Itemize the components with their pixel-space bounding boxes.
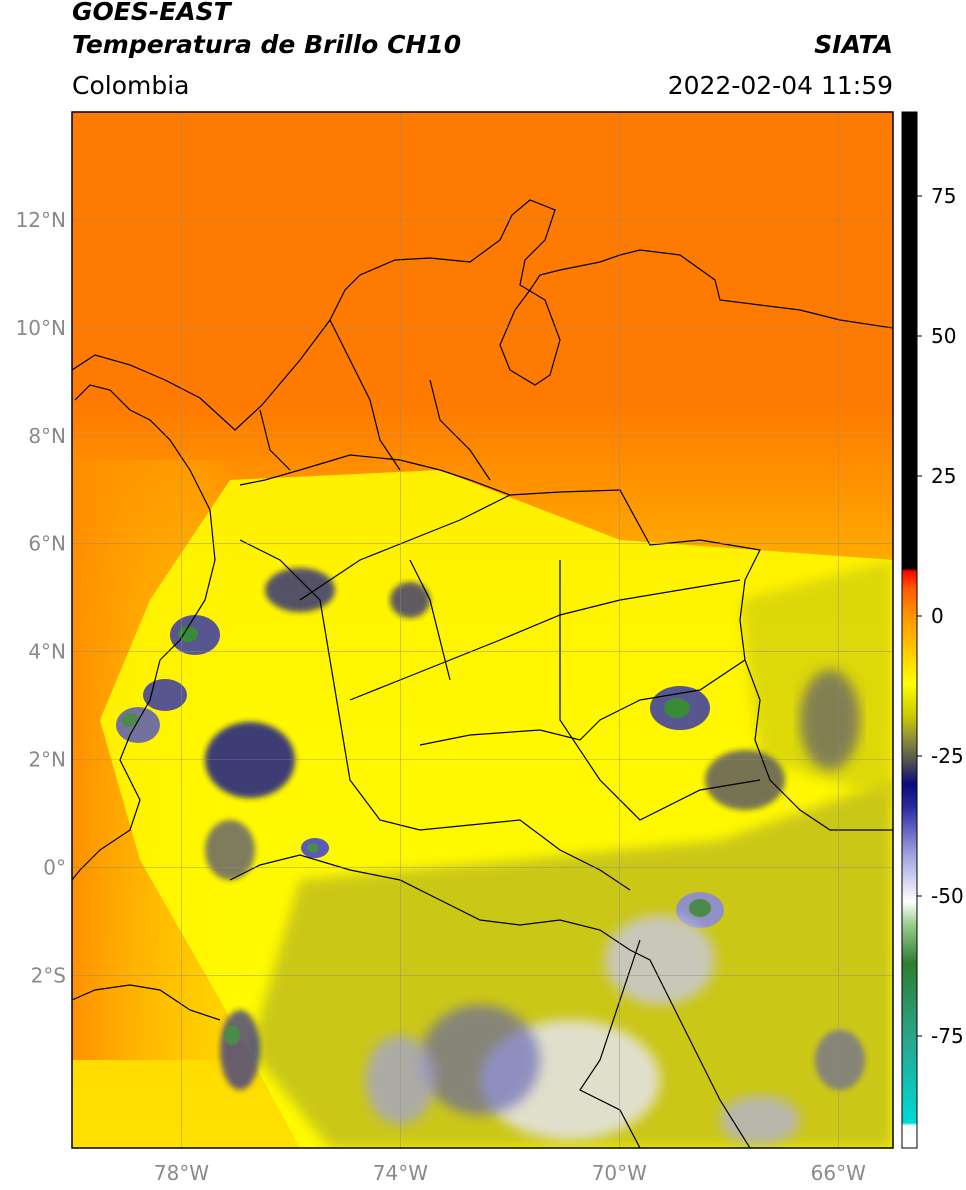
colorbar-tick-label: 50 (931, 324, 956, 348)
lat-tick-label: 0° (43, 855, 66, 879)
cloud-cluster (116, 707, 160, 743)
colorbar-tick-label: 0 (931, 604, 944, 628)
cloud-cluster (705, 750, 785, 810)
cloud-cluster (815, 1030, 865, 1090)
colorbar-tick-label: -50 (931, 884, 964, 908)
cloud-core (307, 843, 319, 853)
department-border (259, 409, 291, 471)
cloud-cluster (265, 568, 335, 612)
map-frame (71, 111, 894, 1149)
department-border (429, 379, 491, 481)
colorbar-ticks: 75 50 25 0 -25 -50 -75 (917, 184, 964, 1048)
cloud-cluster (390, 582, 430, 618)
cloud-cluster (365, 1035, 435, 1125)
lon-tick-label: 70°W (592, 1161, 647, 1185)
colorbar-tick-label: 75 (931, 184, 956, 208)
peru-border (229, 854, 751, 1148)
lon-tick-label: 74°W (373, 1161, 428, 1185)
pacific-coastline (72, 384, 216, 881)
lat-tick-label: 12°N (16, 208, 66, 232)
department-border (419, 659, 746, 746)
lat-tick-label: 2°S (31, 963, 66, 987)
cloud-cluster (220, 1010, 260, 1090)
brand-label: SIATA (814, 30, 893, 59)
map-area (72, 112, 893, 1148)
latitude-ticks: 12°N 10°N 8°N 6°N 4°N 2°N 0° 2°S (16, 208, 66, 987)
title-line-2: Temperatura de Brillo CH10 (72, 30, 462, 59)
lat-tick-label: 6°N (28, 532, 66, 556)
cloud-cluster (205, 722, 295, 798)
colorbar-tick-label: -75 (931, 1024, 964, 1048)
colorbar-tick-label: 25 (931, 464, 956, 488)
timestamp-label: 2022-02-04 11:59 (667, 71, 893, 100)
cloud-core (178, 626, 198, 642)
title-line-1: GOES-EAST (72, 0, 231, 26)
caribbean-coastline (72, 199, 893, 431)
venezuela-border (239, 454, 893, 831)
lon-tick-label: 66°W (811, 1161, 866, 1185)
department-border (299, 494, 511, 601)
cloud-core (122, 713, 138, 727)
department-border (559, 560, 761, 821)
cloud-core (664, 698, 690, 718)
lat-tick-label: 2°N (28, 748, 66, 772)
cloud-cluster (800, 670, 860, 770)
cloud-cluster (205, 820, 255, 880)
department-border (329, 319, 401, 471)
lat-tick-label: 10°N (16, 316, 66, 340)
colorbar-tick-label: -25 (931, 744, 964, 768)
ecuador-coast (72, 984, 221, 1021)
cloud-cluster (143, 679, 187, 711)
coastlines-and-borders (72, 199, 893, 1148)
lon-tick-label: 78°W (154, 1161, 209, 1185)
brazil-border (579, 939, 641, 1148)
region-label: Colombia (72, 71, 190, 100)
department-border (409, 559, 451, 681)
cloud-core (224, 1025, 240, 1045)
cloud-cluster (605, 915, 715, 1005)
department-border (349, 579, 741, 701)
longitude-ticks: 78°W 74°W 70°W 66°W (154, 1161, 866, 1185)
department-border (519, 819, 631, 891)
colorbar (901, 111, 918, 1149)
graticule (72, 112, 893, 1148)
department-border (239, 539, 521, 831)
cloud-core (689, 899, 711, 917)
cloud-cluster (420, 1005, 540, 1115)
lat-tick-label: 4°N (28, 640, 66, 664)
lat-tick-label: 8°N (28, 424, 66, 448)
